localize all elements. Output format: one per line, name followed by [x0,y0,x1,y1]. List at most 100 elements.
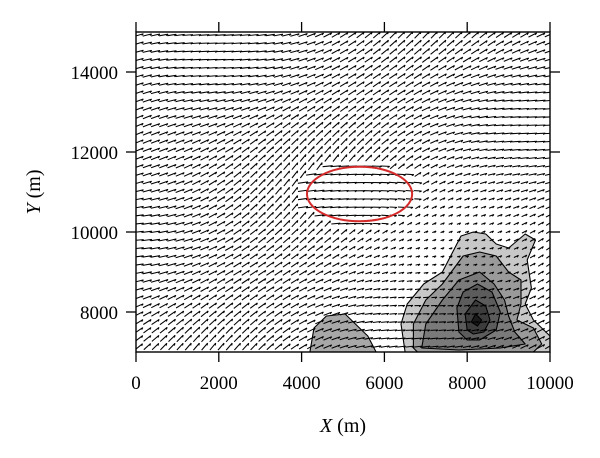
wind-vector [265,90,275,95]
wind-vector [159,172,169,177]
wind-vector [348,270,356,275]
wind-vector [167,139,177,144]
wind-vector [331,73,341,79]
wind-vector [306,335,316,341]
wind-vector [192,155,201,161]
wind-vector [323,344,333,349]
wind-vector [364,64,373,71]
wind-vector [258,162,266,170]
wind-vector [496,304,504,308]
wind-vector [258,334,266,342]
wind-vector [440,222,445,225]
wind-vector [282,269,291,276]
wind-vector [299,130,307,137]
wind-vector [274,122,283,129]
wind-vector [200,237,210,243]
wind-vector [456,205,462,209]
wind-vector [225,286,234,293]
wind-vector [290,98,300,104]
wind-vector [299,253,307,260]
wind-vector [232,82,243,86]
wind-vector [315,245,324,252]
wind-vector [209,318,217,326]
wind-vector [142,164,152,169]
wind-vector [150,49,161,53]
y-tick-label: 10000 [71,223,119,244]
wind-vector [323,295,332,300]
wind-vector [528,82,538,86]
wind-vector [520,336,529,341]
wind-vector [158,254,169,258]
wind-vector [430,345,439,348]
wind-vector [265,106,275,112]
wind-vector [167,98,177,103]
wind-vector [298,65,308,70]
wind-vector [191,213,201,218]
wind-vector [331,40,341,46]
wind-vector [143,327,152,334]
wind-vector [431,197,438,201]
wind-vector [471,337,480,340]
wind-vector [142,238,153,242]
wind-vector [413,147,422,153]
wind-vector [323,319,333,325]
wind-vector [429,106,439,112]
wind-vector [348,279,357,283]
wind-vector [142,287,152,292]
wind-vector [307,129,316,137]
wind-vector [142,98,152,103]
wind-vector [142,172,152,177]
wind-vector [544,67,550,70]
wind-vector [224,98,235,103]
wind-vector [142,222,153,225]
y-axis-var: Y [23,202,45,215]
wind-vector [307,295,316,300]
wind-vector [529,270,536,275]
wind-vector [495,148,505,152]
wind-vector [407,213,413,218]
wind-vector [529,295,537,300]
wind-vector [423,205,429,210]
wind-vector [421,81,431,87]
wind-vector [505,279,511,283]
wind-vector [545,222,550,226]
wind-vector [159,139,169,144]
wind-vector [455,329,463,332]
x-tick-label: 8000 [448,373,486,394]
wind-vector [405,97,414,104]
wind-vector [356,206,365,209]
wind-vector [266,170,274,179]
wind-vector [233,138,242,145]
wind-vector [356,113,365,121]
wind-vector [200,139,210,145]
wind-vector [413,190,422,193]
wind-vector [431,304,438,308]
wind-vector [142,58,153,62]
wind-vector [429,98,439,103]
wind-vector [167,155,177,161]
wind-vector [446,65,455,71]
wind-vector [470,107,480,111]
wind-vector [175,180,185,185]
wind-vector [372,337,382,340]
wind-vector [471,320,479,324]
wind-vector [249,90,259,95]
wind-vector [537,254,544,259]
wind-vector [528,344,537,350]
wind-vector [136,214,144,217]
wind-vector [192,294,201,301]
wind-vector [390,246,397,250]
wind-vector [200,212,210,218]
wind-vector [282,278,291,284]
wind-vector [250,212,258,219]
wind-vector [159,188,169,193]
wind-vector [497,279,503,283]
wind-vector [314,32,324,38]
wind-vector [488,197,495,201]
wind-vector [480,214,487,217]
wind-vector [348,89,357,96]
wind-vector [307,154,315,162]
wind-vector [389,198,398,201]
wind-vector [512,303,520,308]
wind-vector [225,294,234,301]
